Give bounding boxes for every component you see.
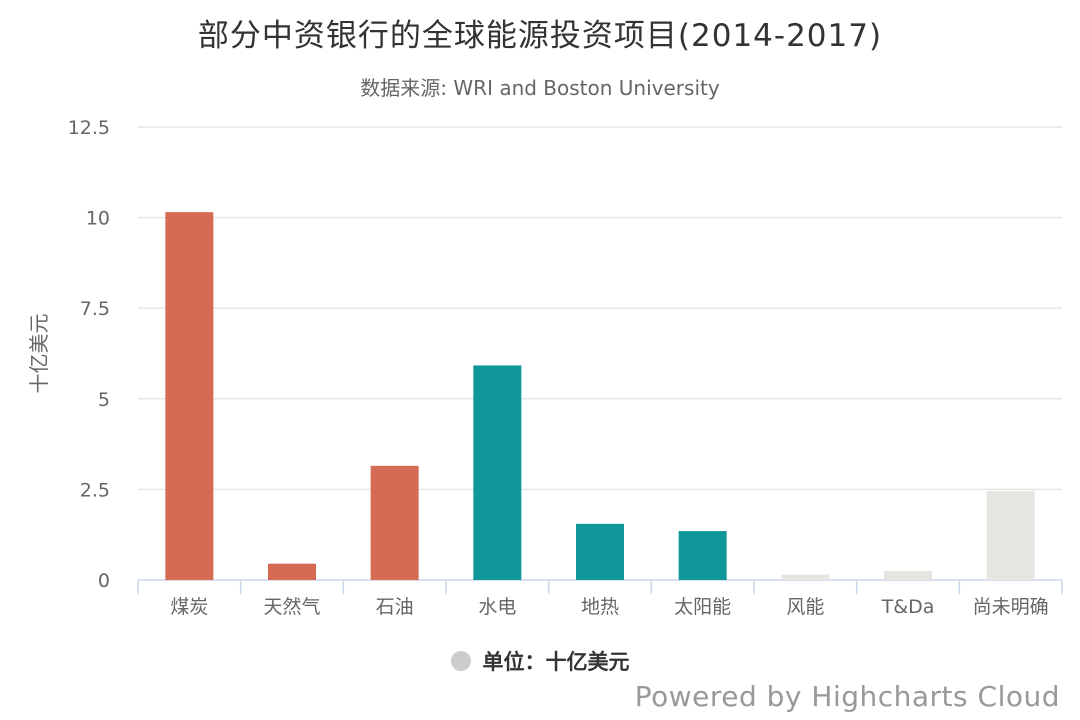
x-tick-label: 石油: [376, 596, 414, 618]
bar-1[interactable]: [268, 563, 316, 580]
x-tick-label: 地热: [581, 596, 619, 618]
bar-5[interactable]: [678, 531, 727, 580]
y-tick-label: 12.5: [68, 117, 110, 139]
y-axis-title: 十亿美元: [27, 314, 51, 394]
x-tick-label: 风能: [786, 596, 824, 618]
y-tick-label: 5: [98, 389, 110, 411]
y-tick-label: 7.5: [80, 298, 110, 320]
bar-2[interactable]: [370, 465, 419, 580]
bar-7[interactable]: [884, 570, 932, 580]
x-tick-label: 太阳能: [674, 596, 731, 618]
legend-label[interactable]: 单位：十亿美元: [482, 650, 630, 674]
x-tick-label: 尚未明确: [973, 596, 1049, 618]
chart-title: 部分中资银行的全球能源投资项目(2014-2017): [197, 18, 883, 54]
y-tick-label: 10: [86, 208, 110, 230]
bar-4[interactable]: [576, 523, 624, 580]
legend[interactable]: 单位：十亿美元: [0, 646, 1080, 676]
legend-symbol: [450, 651, 471, 671]
x-tick-label: 天然气: [263, 596, 320, 618]
x-tick-label: T&Da: [881, 596, 935, 618]
bar-0[interactable]: [165, 212, 214, 580]
chart-subtitle: 数据来源: WRI and Boston University: [360, 76, 720, 100]
y-tick-label: 2.5: [80, 479, 110, 501]
y-tick-label: 0: [98, 570, 110, 592]
bar-8[interactable]: [986, 491, 1035, 580]
x-tick-label: 煤炭: [170, 596, 208, 618]
x-tick-label: 水电: [478, 596, 516, 618]
credits-text[interactable]: Powered by Highcharts Cloud: [634, 680, 1060, 713]
bar-3[interactable]: [473, 365, 522, 580]
bar-6[interactable]: [781, 574, 830, 580]
